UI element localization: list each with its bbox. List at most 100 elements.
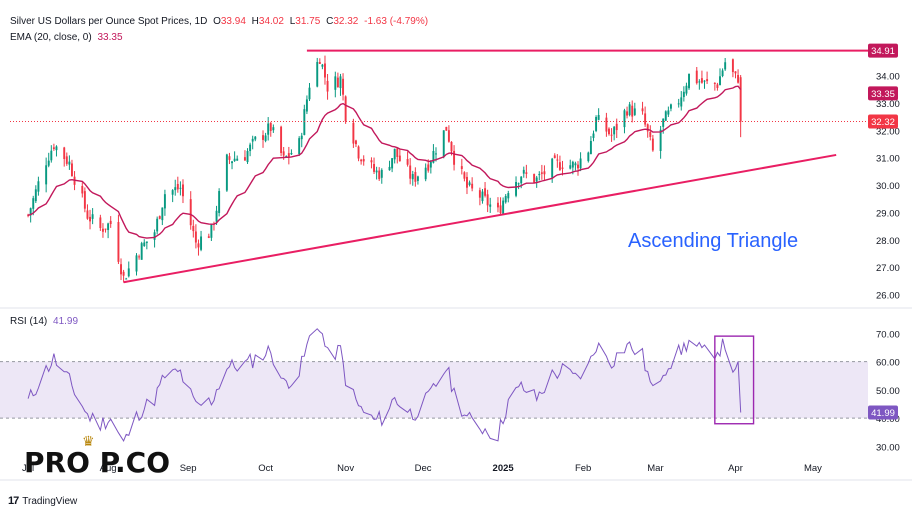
candle-body[interactable]	[651, 138, 654, 151]
candle-body[interactable]	[68, 161, 71, 165]
ema-line[interactable]	[27, 85, 742, 239]
candle-body[interactable]	[91, 214, 94, 219]
candle-body[interactable]	[471, 183, 474, 189]
candle-body[interactable]	[37, 181, 40, 192]
candle-body[interactable]	[466, 176, 468, 188]
candle-body[interactable]	[411, 174, 414, 180]
candle-body[interactable]	[218, 191, 221, 213]
tradingview-branding[interactable]: 17 TradingView	[8, 495, 77, 507]
candle-body[interactable]	[429, 161, 432, 168]
candle-body[interactable]	[197, 243, 200, 248]
candle-body[interactable]	[249, 144, 252, 152]
candle-body[interactable]	[63, 147, 66, 160]
candle-body[interactable]	[32, 198, 35, 209]
candle-body[interactable]	[427, 164, 430, 171]
candle-body[interactable]	[189, 199, 192, 226]
candle-body[interactable]	[592, 133, 595, 138]
candle-body[interactable]	[269, 122, 272, 131]
candle-body[interactable]	[646, 124, 649, 132]
candle-body[interactable]	[489, 204, 492, 207]
candle-body[interactable]	[695, 70, 698, 84]
candle-body[interactable]	[287, 153, 290, 157]
candle-body[interactable]	[326, 80, 329, 92]
candle-body[interactable]	[179, 187, 182, 189]
candle-body[interactable]	[688, 73, 690, 89]
candle-body[interactable]	[370, 160, 373, 163]
candle-body[interactable]	[721, 70, 724, 77]
candle-body[interactable]	[388, 166, 391, 171]
candle-body[interactable]	[228, 156, 231, 160]
candle-body[interactable]	[700, 78, 703, 83]
candle-body[interactable]	[724, 62, 727, 70]
candle-body[interactable]	[680, 97, 683, 107]
candle-body[interactable]	[613, 126, 616, 135]
candle-body[interactable]	[120, 264, 122, 275]
candle-body[interactable]	[535, 177, 538, 182]
candle-body[interactable]	[507, 193, 510, 199]
candle-body[interactable]	[533, 174, 536, 183]
candle-body[interactable]	[215, 210, 218, 222]
candle-body[interactable]	[615, 123, 618, 131]
candle-body[interactable]	[225, 154, 228, 191]
candle-body[interactable]	[182, 184, 184, 197]
candle-body[interactable]	[504, 196, 507, 203]
candle-body[interactable]	[81, 186, 84, 194]
candle-body[interactable]	[481, 191, 484, 202]
candle-body[interactable]	[669, 104, 672, 109]
candle-body[interactable]	[171, 190, 174, 195]
candle-body[interactable]	[685, 85, 688, 94]
candle-body[interactable]	[264, 135, 267, 141]
candle-body[interactable]	[662, 118, 665, 127]
candle-body[interactable]	[569, 165, 572, 169]
candle-body[interactable]	[577, 164, 579, 169]
candle-body[interactable]	[55, 146, 58, 151]
candle-body[interactable]	[27, 214, 30, 216]
candle-body[interactable]	[305, 99, 308, 112]
candle-body[interactable]	[706, 79, 709, 82]
candle-body[interactable]	[339, 76, 342, 89]
candle-body[interactable]	[99, 217, 102, 229]
candle-body[interactable]	[556, 159, 559, 161]
candle-body[interactable]	[631, 105, 634, 117]
candle-body[interactable]	[176, 183, 179, 190]
candle-body[interactable]	[344, 96, 347, 122]
candle-body[interactable]	[468, 182, 471, 186]
candle-body[interactable]	[716, 84, 719, 88]
candle-body[interactable]	[70, 163, 73, 177]
candle-body[interactable]	[659, 129, 662, 151]
candle-body[interactable]	[321, 64, 324, 67]
candle-body[interactable]	[484, 188, 487, 196]
candle-body[interactable]	[515, 181, 518, 196]
candle-body[interactable]	[138, 256, 141, 258]
candle-body[interactable]	[561, 167, 564, 169]
candle-body[interactable]	[633, 108, 636, 115]
candle-body[interactable]	[316, 61, 319, 87]
candle-body[interactable]	[280, 126, 283, 154]
candle-body[interactable]	[682, 91, 685, 98]
candle-body[interactable]	[158, 216, 161, 219]
candle-body[interactable]	[734, 71, 737, 74]
candle-body[interactable]	[698, 81, 701, 83]
candle-body[interactable]	[628, 104, 631, 116]
candle-body[interactable]	[478, 190, 481, 198]
candle-body[interactable]	[194, 231, 197, 243]
candle-body[interactable]	[551, 158, 554, 178]
candle-body[interactable]	[453, 150, 456, 165]
candle-body[interactable]	[153, 232, 156, 240]
candle-body[interactable]	[192, 225, 195, 232]
candle-body[interactable]	[450, 141, 453, 152]
candle-body[interactable]	[574, 163, 577, 166]
candle-body[interactable]	[298, 138, 301, 155]
candle-body[interactable]	[525, 172, 528, 174]
candle-body[interactable]	[373, 163, 376, 172]
rsi-line[interactable]	[27, 328, 742, 442]
candle-body[interactable]	[608, 128, 610, 135]
candle-body[interactable]	[667, 110, 670, 115]
candle-body[interactable]	[502, 200, 505, 214]
candle-body[interactable]	[435, 153, 437, 155]
candle-body[interactable]	[86, 210, 89, 219]
candle-body[interactable]	[52, 147, 55, 149]
candle-body[interactable]	[290, 152, 293, 155]
candle-body[interactable]	[623, 110, 626, 128]
